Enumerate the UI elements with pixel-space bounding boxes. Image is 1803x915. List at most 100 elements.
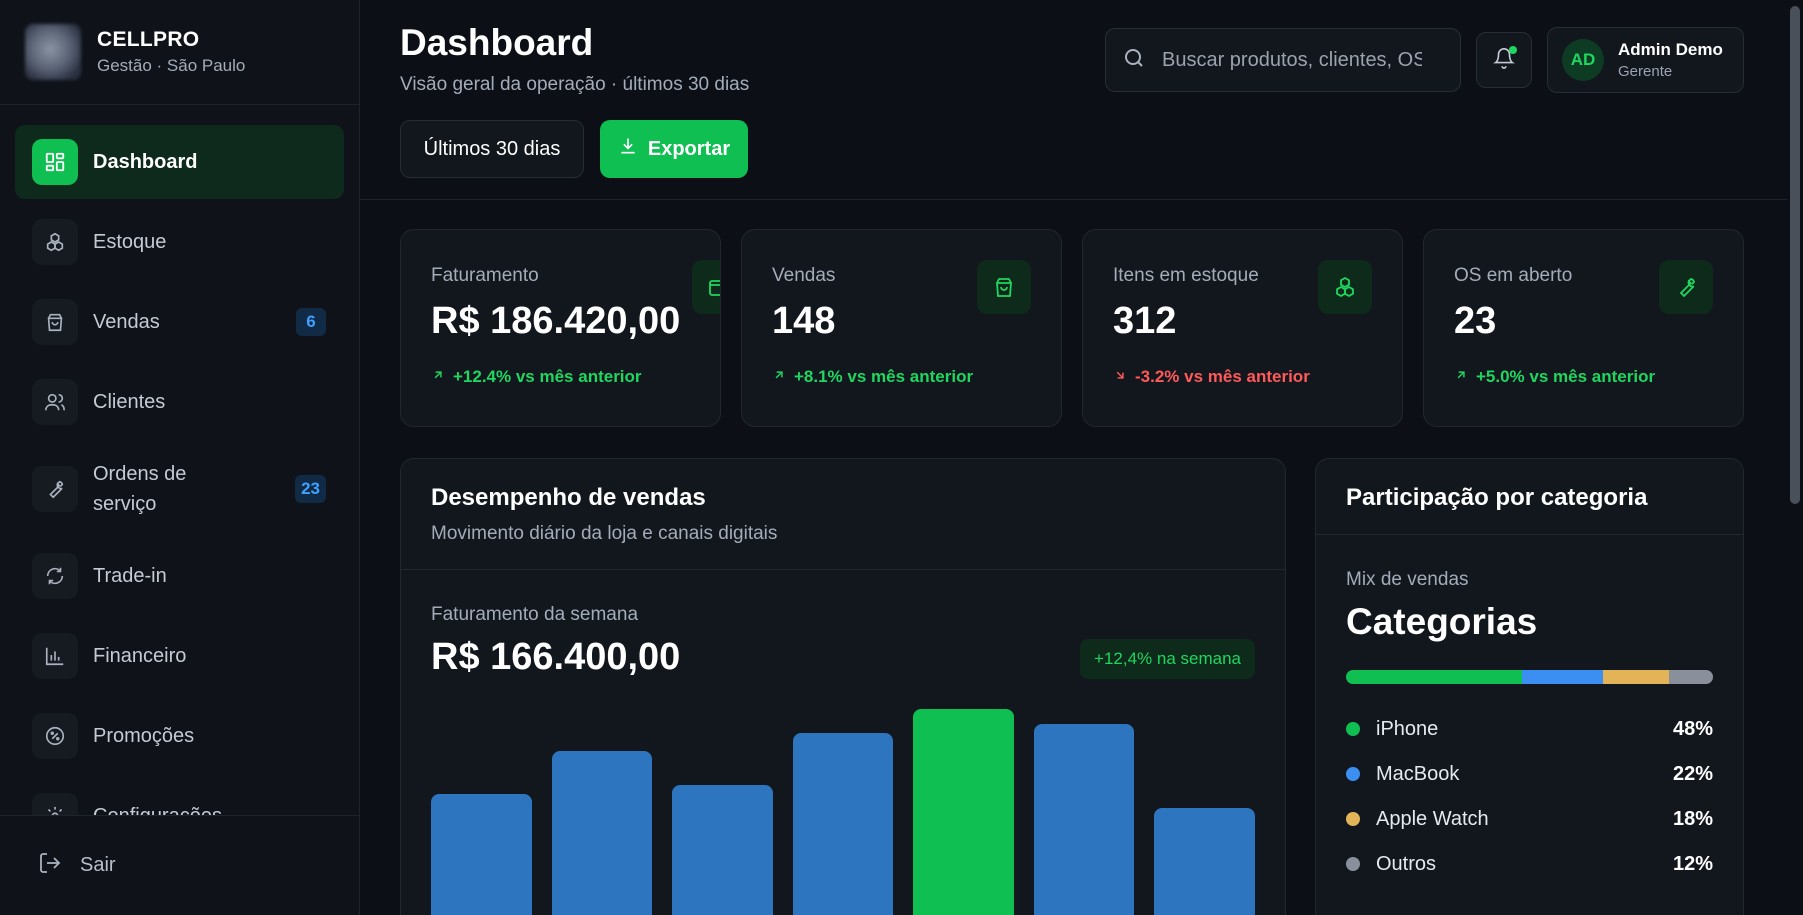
bell-icon — [1493, 47, 1515, 74]
category-name: Outros — [1376, 852, 1437, 875]
kpi-delta-text: +8.1% vs mês anterior — [794, 367, 974, 386]
kpi-label: OS em aberto — [1454, 265, 1573, 286]
kpi-label: Vendas — [772, 265, 836, 286]
category-percent: 22% — [1672, 762, 1713, 785]
wrench-icon — [32, 466, 78, 512]
kpi-delta-text: +12.4% vs mês anterior — [453, 367, 642, 386]
sidebar-item-label: Vendas — [93, 311, 160, 333]
grid-icon — [32, 139, 78, 185]
panel-title: Participação por categoria — [1346, 484, 1648, 511]
mix-label: Mix de vendas — [1346, 569, 1469, 590]
user-menu[interactable]: AD Admin Demo Gerente — [1547, 27, 1744, 93]
category-segment — [1346, 670, 1523, 684]
logout-button[interactable]: Sair — [0, 815, 359, 915]
bar-chart-icon — [32, 633, 78, 679]
legend-dot — [1346, 722, 1360, 736]
arrow-down-right-icon — [1113, 367, 1127, 387]
sidebar-item-label: Trade-in — [93, 565, 167, 587]
categories-heading: Categorias — [1346, 601, 1538, 642]
divider — [401, 569, 1285, 570]
sales-bar-chart — [431, 709, 1255, 915]
sidebar-nav: Dashboard Estoque Vendas 6 Clientes — [0, 105, 359, 815]
sidebar-item-label: Financeiro — [93, 645, 187, 667]
category-row-macbook: MacBook 22% — [1346, 759, 1713, 789]
legend-dot — [1346, 812, 1360, 826]
sidebar-item-clientes[interactable]: Clientes — [15, 365, 344, 439]
kpi-delta-text: -3.2% vs mês anterior — [1135, 367, 1310, 386]
category-segment — [1522, 670, 1603, 684]
chart-bar — [551, 751, 653, 915]
kpi-value: 312 — [1113, 300, 1177, 342]
category-row-iphone: iPhone 48% — [1346, 714, 1713, 744]
category-name: MacBook — [1376, 762, 1460, 785]
sidebar-item-financeiro[interactable]: Financeiro — [15, 619, 344, 693]
sidebar-item-configuracoes[interactable]: Configurações — [15, 779, 344, 815]
chart-bar — [1154, 808, 1255, 915]
panel-title: Desempenho de vendas — [431, 484, 706, 511]
wrench-icon — [1659, 260, 1713, 314]
sidebar-item-trade-in[interactable]: Trade-in — [15, 539, 344, 613]
category-name: Apple Watch — [1376, 807, 1489, 830]
kpi-delta: -3.2% vs mês anterior — [1113, 367, 1310, 387]
sidebar-item-dashboard[interactable]: Dashboard — [15, 125, 344, 199]
legend-dot — [1346, 767, 1360, 781]
topbar: Dashboard Visão geral da operação · últi… — [360, 0, 1803, 200]
main-content: Dashboard Visão geral da operação · últi… — [360, 0, 1803, 915]
scrollbar-thumb[interactable] — [1790, 6, 1800, 504]
sidebar-item-label: Ordens de serviço — [93, 463, 187, 515]
sidebar-item-promocoes[interactable]: Promoções — [15, 699, 344, 773]
search-box — [1105, 28, 1461, 92]
category-share-panel: Participação por categoria Mix de vendas… — [1315, 458, 1744, 915]
sidebar-item-label: Promoções — [93, 725, 195, 747]
sidebar-item-label: Estoque — [93, 231, 167, 253]
scrollbar[interactable] — [1787, 0, 1803, 915]
category-segment — [1602, 670, 1669, 684]
kpi-delta-text: +5.0% vs mês anterior — [1476, 367, 1656, 386]
logout-label: Sair — [80, 854, 116, 876]
kpi-delta: +12.4% vs mês anterior — [431, 367, 642, 387]
sidebar-item-label: Configurações — [93, 801, 222, 815]
category-segment — [1668, 670, 1713, 684]
chart-bar — [672, 784, 773, 915]
week-revenue-label: Faturamento da semana — [431, 604, 639, 625]
sales-performance-panel: Desempenho de vendas Movimento diário da… — [400, 458, 1286, 915]
logout-icon — [38, 851, 62, 881]
search-input[interactable] — [1162, 48, 1422, 72]
kpi-delta: +5.0% vs mês anterior — [1454, 367, 1655, 387]
category-name: iPhone — [1376, 717, 1439, 740]
notification-dot — [1509, 46, 1517, 54]
boxes-icon — [32, 219, 78, 265]
chart-bar — [1033, 723, 1135, 915]
export-button[interactable]: Exportar — [600, 120, 748, 178]
sidebar-item-estoque[interactable]: Estoque — [15, 205, 344, 279]
category-row-outros: Outros 12% — [1346, 849, 1713, 879]
sidebar-item-label: Clientes — [93, 391, 166, 413]
week-growth-badge: +12,4% na semana — [1080, 639, 1255, 679]
boxes-icon — [1318, 260, 1372, 314]
notifications-button[interactable] — [1476, 32, 1532, 88]
search-icon — [1122, 46, 1146, 75]
kpi-card-itens-em-estoque: Itens em estoque 312 -3.2% vs mês anteri… — [1082, 229, 1403, 427]
page-subtitle: Visão geral da operação · últimos 30 dia… — [400, 74, 750, 95]
export-label: Exportar — [647, 137, 731, 160]
chart-bar — [431, 793, 532, 915]
wallet-icon — [692, 260, 720, 314]
count-badge: 6 — [296, 308, 326, 336]
category-row-apple-watch: Apple Watch 18% — [1346, 804, 1713, 834]
divider — [1316, 534, 1743, 535]
period-button[interactable]: Últimos 30 dias — [400, 120, 584, 178]
users-icon — [32, 379, 78, 425]
kpi-label: Itens em estoque — [1113, 265, 1259, 286]
week-revenue-value: R$ 166.400,00 — [431, 636, 681, 678]
sidebar-item-ordens-de-servico[interactable]: Ordens de serviço 23 — [15, 445, 344, 533]
sidebar-item-vendas[interactable]: Vendas 6 — [15, 285, 344, 359]
kpi-value: R$ 186.420,00 — [431, 300, 681, 342]
brand-name: CELLPRO — [97, 28, 200, 51]
gear-icon — [32, 793, 78, 815]
brand-subtitle: Gestão · São Paulo — [97, 56, 246, 75]
chart-bar — [913, 709, 1014, 915]
kpi-card-vendas: Vendas 148 +8.1% vs mês anterior — [741, 229, 1062, 427]
count-badge: 23 — [295, 475, 326, 503]
kpi-label: Faturamento — [431, 265, 539, 286]
